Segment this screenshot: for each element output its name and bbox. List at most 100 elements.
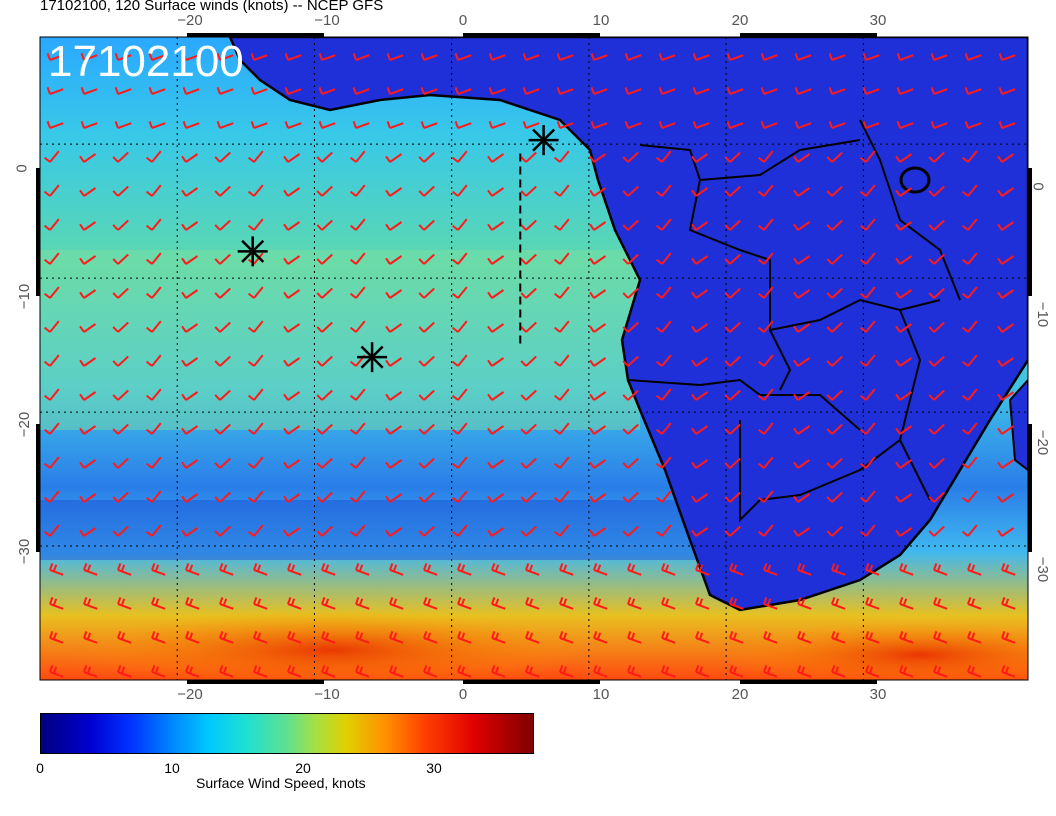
wind-barb xyxy=(622,457,639,469)
wind-barb xyxy=(896,121,914,129)
wind-barb xyxy=(418,287,435,299)
wind-barb xyxy=(520,151,537,163)
wind-barb xyxy=(763,665,778,678)
wind-barb xyxy=(589,527,607,537)
wind-barb xyxy=(487,221,505,231)
wind-barb xyxy=(385,357,403,367)
wind-barb xyxy=(214,253,231,265)
wind-barb xyxy=(691,425,709,435)
wind-barb xyxy=(556,53,574,61)
wind-barb xyxy=(520,491,537,503)
wind-barb xyxy=(247,150,264,163)
wind-barb xyxy=(283,425,301,435)
wind-barb xyxy=(997,187,1015,197)
wind-barb xyxy=(316,389,333,401)
wind-barb xyxy=(724,185,741,197)
wind-barb xyxy=(961,354,978,367)
wind-barb xyxy=(928,457,945,469)
wind-barb xyxy=(349,320,366,333)
wind-barb xyxy=(182,53,200,61)
wind-barb xyxy=(216,53,234,61)
wind-barb xyxy=(283,221,301,231)
wind-barb xyxy=(114,53,132,61)
wind-barb xyxy=(589,255,607,265)
wind-barb xyxy=(423,563,438,576)
wind-barb xyxy=(112,457,129,469)
wind-barb xyxy=(967,597,982,610)
wind-barb xyxy=(930,121,948,129)
wind-barb xyxy=(624,121,642,129)
wind-barb xyxy=(112,287,129,299)
wind-barb xyxy=(283,527,301,537)
wind-barb xyxy=(423,631,438,644)
wind-barb xyxy=(349,184,366,197)
wind-barb xyxy=(520,355,537,367)
wind-barb xyxy=(420,87,438,95)
wind-barb xyxy=(520,321,537,333)
wind-barb xyxy=(928,321,945,333)
wind-barb xyxy=(145,422,162,435)
wind-barb xyxy=(896,53,914,61)
wind-barb xyxy=(112,219,129,231)
lon-tick-bottom: −10 xyxy=(314,686,340,703)
wind-barb xyxy=(49,631,64,644)
wind-barb xyxy=(83,631,98,644)
wind-barb xyxy=(865,631,880,644)
wind-barb xyxy=(763,631,778,644)
wind-barb xyxy=(760,53,778,61)
wind-barb xyxy=(961,184,978,197)
wind-barb xyxy=(181,221,199,231)
wind-barb xyxy=(79,391,97,401)
wind-barb xyxy=(214,185,231,197)
wind-barb xyxy=(691,187,709,197)
wind-barb xyxy=(997,493,1015,503)
wind-barb xyxy=(692,121,710,129)
wind-barb xyxy=(724,219,741,231)
wind-barb xyxy=(794,121,812,129)
wind-barb xyxy=(219,563,234,576)
wind-barb xyxy=(658,121,676,129)
wind-barb xyxy=(522,121,540,129)
wind-barb xyxy=(997,527,1015,537)
wind-barb xyxy=(389,563,404,576)
wind-barb xyxy=(724,355,741,367)
wind-barb xyxy=(318,53,336,61)
wind-barb xyxy=(933,631,948,644)
lat-lon-grid xyxy=(40,37,1028,680)
wind-barb xyxy=(729,631,744,644)
wind-barb xyxy=(181,289,199,299)
wind-barb xyxy=(559,665,574,678)
wind-barb xyxy=(862,87,880,95)
wind-barb xyxy=(349,286,366,299)
wind-barb xyxy=(389,665,404,678)
wind-barb xyxy=(757,456,774,469)
lat-tick-left: −10 xyxy=(16,283,34,310)
wind-barb xyxy=(695,563,710,576)
wind-barb xyxy=(214,151,231,163)
wind-barb xyxy=(418,355,435,367)
wind-barb xyxy=(589,323,607,333)
wind-barb xyxy=(757,490,774,503)
wind-barb xyxy=(997,221,1015,231)
wind-barb xyxy=(283,153,301,163)
country-borders xyxy=(627,119,961,523)
wind-barb xyxy=(487,425,505,435)
wind-barb xyxy=(145,218,162,231)
wind-barb xyxy=(589,459,607,469)
wind-barb xyxy=(214,287,231,299)
wind-barb xyxy=(283,289,301,299)
wind-barb xyxy=(997,459,1015,469)
wind-barb xyxy=(214,457,231,469)
wind-barb xyxy=(553,184,570,197)
colorbar-tick: 0 xyxy=(36,760,44,776)
wind-barb xyxy=(145,184,162,197)
wind-barb xyxy=(525,631,540,644)
wind-barb xyxy=(797,597,812,610)
wind-barb xyxy=(79,221,97,231)
wind-barb xyxy=(826,185,843,197)
wind-barb xyxy=(658,53,676,61)
wind-barb xyxy=(79,493,97,503)
wind-barb xyxy=(181,255,199,265)
wind-barb xyxy=(661,563,676,576)
wind-barb xyxy=(895,289,913,299)
